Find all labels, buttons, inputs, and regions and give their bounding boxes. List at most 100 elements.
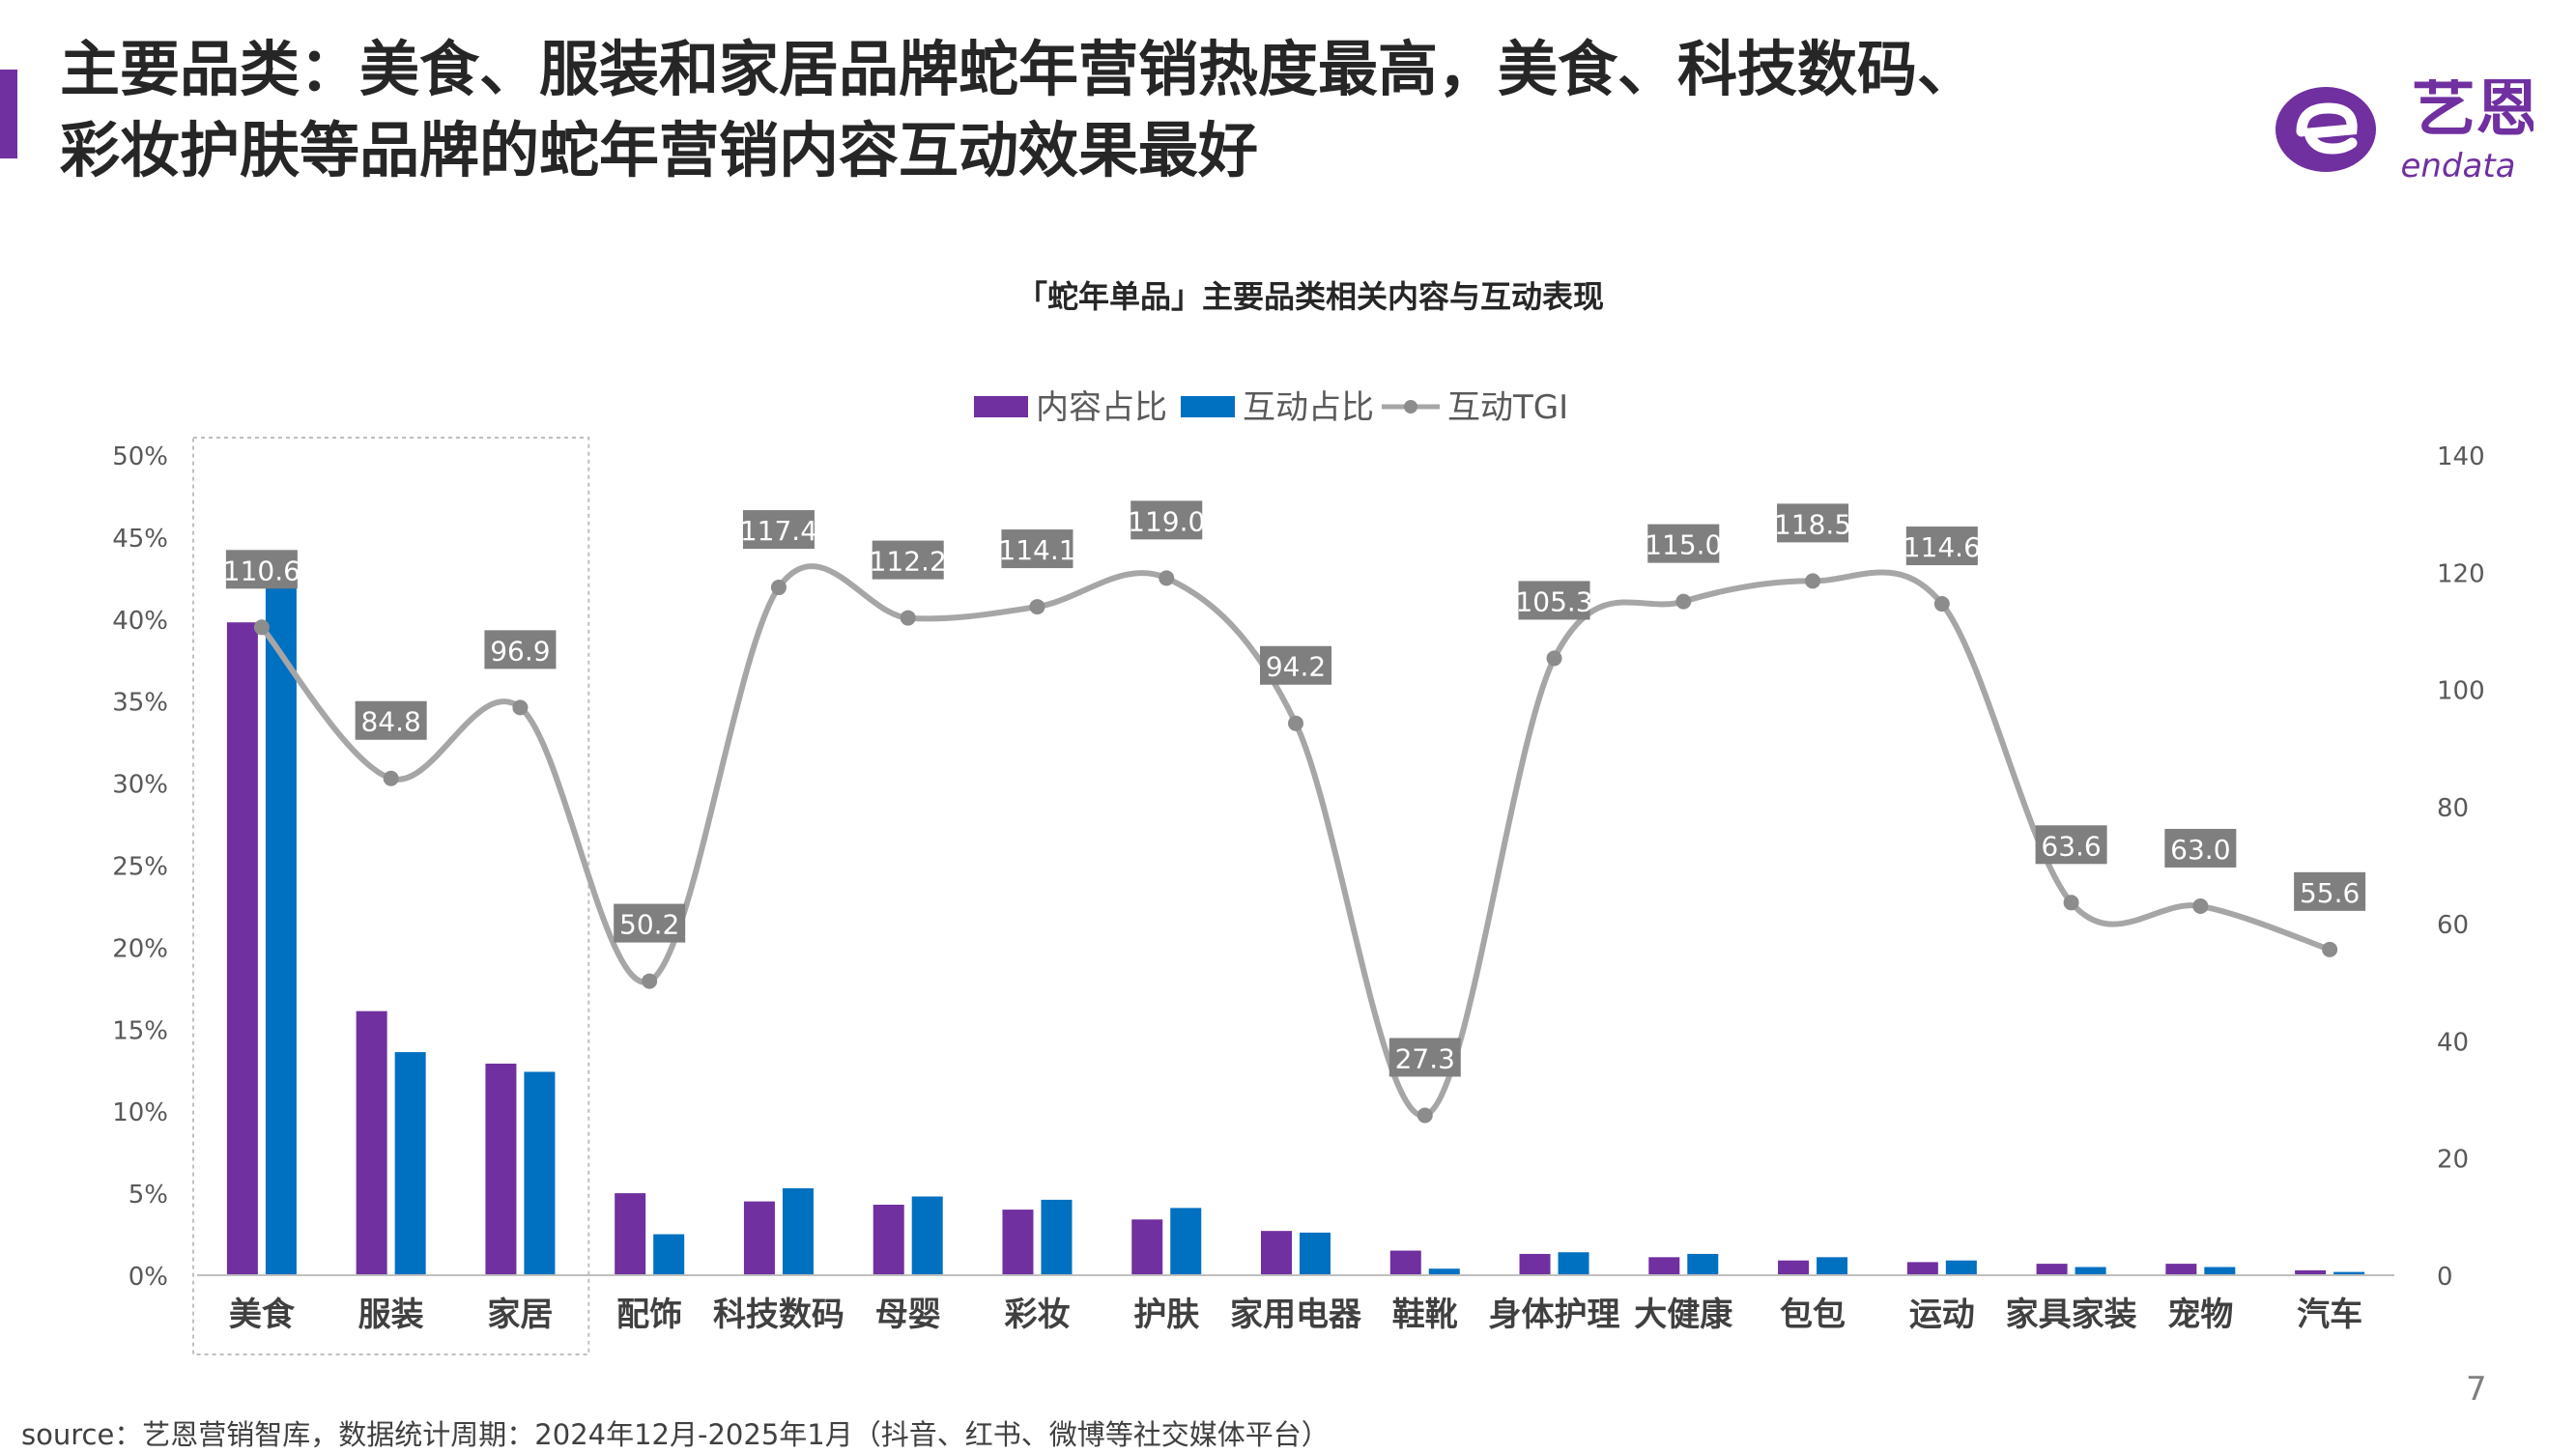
tgi-marker [2192, 897, 2209, 914]
x-tick-label: 大健康 [1634, 1296, 1732, 1334]
left-tick-label: 40% [112, 607, 168, 636]
tgi-marker [253, 619, 270, 636]
bar-interaction [265, 552, 297, 1275]
bar-content [1389, 1250, 1421, 1275]
tgi-data-label: 112.2 [870, 546, 947, 578]
tgi-label-bg [1777, 503, 1849, 543]
bar-interaction [1945, 1260, 1977, 1275]
tgi-marker [1675, 593, 1692, 610]
bar-content [1519, 1253, 1551, 1275]
chart-legend: 内容占比 互动占比 互动TGI [974, 388, 1568, 427]
tgi-marker [1546, 650, 1562, 667]
x-tick-label: 美食 [229, 1296, 296, 1334]
left-tick-label: 20% [112, 934, 168, 963]
bar-interaction [1041, 1199, 1073, 1275]
right-tick-label: 120 [2437, 559, 2485, 588]
tgi-data-label: 63.0 [2170, 834, 2230, 866]
tgi-label-bg [1647, 524, 1720, 563]
tgi-data-label: 110.6 [223, 555, 301, 586]
tgi-marker [1933, 596, 1950, 613]
bar-content [2036, 1264, 2068, 1275]
title-accent-bar [0, 70, 17, 158]
bar-content [1002, 1210, 1034, 1275]
right-tick-label: 60 [2437, 911, 2469, 940]
source-note: source：艺恩营销智库，数据统计周期：2024年12月-2025年1月（抖音… [21, 1418, 1330, 1451]
tgi-marker [1029, 599, 1045, 615]
tgi-line-series: 110.6 84.8 96.9 50.2 117.4 112.2 114.1 119.0 94.… [223, 500, 2366, 1124]
bar-content [1261, 1231, 1292, 1275]
x-tick-label: 服装 [358, 1296, 424, 1334]
tgi-label-bg [484, 630, 557, 670]
right-tick-label: 0 [2437, 1263, 2453, 1292]
bar-interaction [2204, 1267, 2236, 1275]
legend-swatch-interaction [1181, 396, 1235, 417]
x-tick-label: 母婴 [875, 1296, 941, 1334]
x-tick-label: 宠物 [2167, 1296, 2233, 1334]
bar-interaction [1428, 1268, 1460, 1275]
tgi-data-label: 63.6 [2041, 830, 2101, 862]
page-title-line-1: 主要品类：美食、服装和家居品牌蛇年营销热度最高，美食、科技数码、 [60, 34, 1978, 104]
bar-interaction [1300, 1232, 1331, 1275]
page-title: 主要品类：美食、服装和家居品牌蛇年营销热度最高，美食、科技数码、 彩妆护肤等品牌… [60, 29, 2166, 191]
tgi-label-bg [2294, 871, 2366, 911]
left-tick-label: 35% [112, 689, 168, 718]
tgi-label-bg [1388, 1038, 1461, 1077]
left-axis: 0% 5% 10% 15% 20% 25% 30% 35% 40% 45% 50% [112, 442, 168, 1292]
tgi-marker [512, 699, 529, 716]
bar-content [743, 1201, 775, 1275]
tgi-data-label: 115.0 [1645, 529, 1722, 561]
page-number: 7 [2466, 1370, 2487, 1409]
x-tick-label: 彩妆 [1004, 1296, 1070, 1334]
tgi-data-label: 27.3 [1395, 1042, 1455, 1074]
left-tick-label: 25% [112, 853, 168, 882]
bar-content [1648, 1257, 1680, 1275]
right-tick-label: 100 [2437, 677, 2485, 706]
legend-label-tgi: 互动TGI [1447, 388, 1568, 427]
x-axis-labels: 美食 服装 家居 配饰 科技数码 母婴 彩妆 护肤 家用电器 鞋靴 身体护理 大健康 包包 运动 家具家装宠… [229, 1296, 2362, 1334]
tgi-data-label: 119.0 [1128, 505, 1205, 537]
bar-interaction [1558, 1252, 1589, 1275]
tgi-marker [2322, 941, 2338, 957]
left-tick-label: 10% [112, 1098, 168, 1127]
bar-interaction [2333, 1271, 2365, 1275]
tgi-label-bg [614, 903, 686, 943]
tgi-marker [1159, 570, 1175, 586]
bar-series [226, 552, 2365, 1275]
x-tick-label: 鞋靴 [1392, 1296, 1458, 1334]
bar-content [356, 1011, 387, 1275]
tgi-data-label: 114.1 [998, 534, 1075, 566]
tgi-marker [1417, 1107, 1433, 1124]
tgi-label-bg [1518, 581, 1590, 620]
tgi-marker [1288, 715, 1303, 731]
bar-interaction [394, 1052, 426, 1275]
bar-content [1778, 1260, 1810, 1275]
endata-logo: 艺恩 endata [2275, 79, 2533, 184]
bar-content [2165, 1264, 2197, 1275]
tgi-label-bg [1001, 529, 1073, 569]
chart-title: 「蛇年单品」主要品类相关内容与互动表现 [1016, 278, 1604, 315]
left-tick-label: 30% [112, 771, 168, 800]
bar-content [1906, 1262, 1938, 1275]
tgi-label-bg [1131, 500, 1203, 540]
tgi-label-bg [1905, 527, 1978, 566]
tgi-data-label: 96.9 [490, 635, 550, 667]
page-title-line-2: 彩妆护肤等品牌的蛇年营销内容互动效果最好 [60, 115, 1259, 185]
tgi-data-label: 94.2 [1266, 651, 1326, 683]
x-tick-label: 汽车 [2297, 1296, 2362, 1334]
tgi-marker [2063, 895, 2079, 911]
x-tick-label: 护肤 [1133, 1296, 1199, 1334]
x-tick-label: 家具家装 [2006, 1296, 2137, 1334]
left-tick-label: 50% [112, 442, 168, 471]
tgi-label-bg [2035, 825, 2107, 865]
bar-interaction [1817, 1257, 1848, 1275]
bar-content [485, 1063, 517, 1275]
legend-marker-tgi [1404, 400, 1417, 413]
highlight-box [192, 437, 590, 1355]
x-tick-label: 家居 [487, 1296, 553, 1334]
tgi-data-label: 118.5 [1774, 508, 1851, 540]
tgi-data-label: 117.4 [740, 515, 817, 547]
x-tick-label: 配饰 [616, 1296, 682, 1334]
right-tick-label: 20 [2437, 1146, 2469, 1175]
legend-label-content: 内容占比 [1036, 388, 1167, 427]
left-tick-label: 45% [112, 525, 168, 554]
